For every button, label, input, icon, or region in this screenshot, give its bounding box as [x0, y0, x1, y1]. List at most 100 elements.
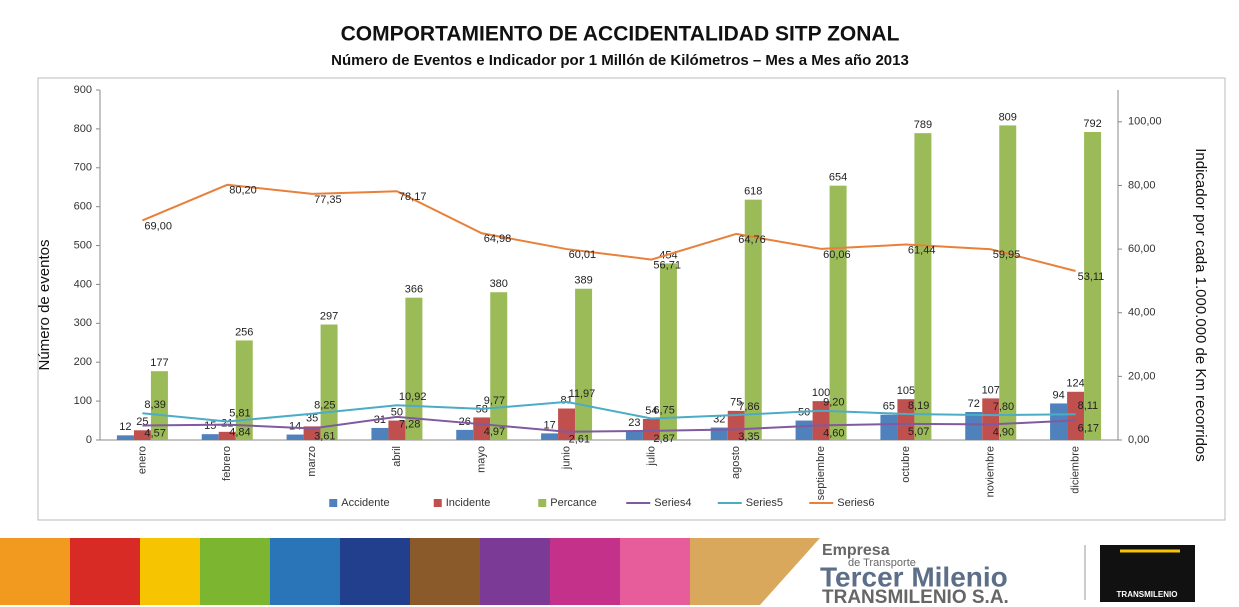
bar — [727, 410, 745, 440]
bar — [490, 292, 508, 440]
chart-frame — [37, 77, 1226, 521]
bar-value-label: 618 — [744, 186, 762, 198]
bar — [388, 420, 406, 440]
line-value-label: 10,92 — [399, 391, 427, 403]
bar-value-label: 17 — [543, 419, 555, 431]
line-value-label: 60,01 — [569, 249, 597, 261]
line-value-label: 3,35 — [738, 431, 759, 443]
line-value-label: 64,76 — [738, 234, 766, 246]
line-value-label: 7,80 — [993, 401, 1014, 413]
x-tick-label: noviembre — [985, 446, 997, 497]
x-tick-label: febrero — [221, 446, 233, 481]
bar-value-label: 72 — [968, 398, 980, 410]
line-value-label: 8,11 — [1078, 400, 1099, 412]
line-value-label: 7,86 — [738, 401, 759, 413]
bar-value-label: 389 — [574, 275, 592, 287]
bar — [999, 125, 1017, 440]
line-value-label: 5,07 — [908, 426, 929, 438]
footer-strip — [0, 538, 820, 605]
x-tick-label: marzo — [306, 446, 318, 477]
logo-text: TRANSMILENIO — [1117, 590, 1178, 599]
legend-label: Percance — [550, 497, 596, 509]
bar — [829, 185, 847, 440]
y-tick-label: 0 — [86, 434, 92, 446]
line-value-label: 9,20 — [823, 397, 844, 409]
bar — [897, 399, 915, 440]
legend-label: Series5 — [746, 497, 783, 509]
y-tick-label: 400 — [74, 278, 92, 290]
company-prefix: Empresa — [822, 542, 890, 559]
legend-swatch — [433, 499, 442, 507]
line-value-label: 11,97 — [569, 388, 596, 400]
bar-value-label: 124 — [1066, 378, 1084, 390]
x-tick-label: diciembre — [1069, 446, 1081, 494]
line-value-label: 53,11 — [1078, 271, 1105, 283]
line — [142, 415, 1076, 433]
y2-tick-label: 100,00 — [1128, 116, 1162, 128]
line-value-label: 2,61 — [569, 434, 590, 446]
line-value-label: 4,60 — [823, 427, 844, 439]
logo — [1100, 545, 1195, 602]
y-tick-label: 300 — [74, 317, 92, 329]
line-value-label: 80,20 — [229, 185, 257, 197]
bar — [880, 414, 898, 440]
bar — [150, 371, 168, 440]
bar — [303, 426, 321, 440]
bar-value-label: 366 — [405, 284, 423, 296]
y-tick-label: 700 — [74, 162, 92, 174]
bar — [218, 431, 236, 440]
bar — [541, 433, 559, 440]
bar — [575, 288, 593, 440]
bar — [405, 297, 423, 440]
line-value-label: 3,61 — [314, 430, 335, 442]
y-tick-label: 100 — [74, 395, 92, 407]
chart-subtitle: Número de Eventos e Indicador por 1 Mill… — [331, 52, 909, 69]
y2-tick-label: 40,00 — [1128, 307, 1156, 319]
line-value-label: 4,90 — [993, 426, 1014, 438]
line — [142, 183, 1076, 272]
line-value-label: 77,35 — [314, 194, 342, 206]
y2-tick-label: 20,00 — [1128, 370, 1156, 382]
x-tick-label: octubre — [900, 446, 912, 483]
line-value-label: 6,75 — [653, 404, 674, 416]
bar-value-label: 789 — [914, 119, 932, 131]
bar — [795, 420, 813, 440]
line-value-label: 4,57 — [144, 427, 165, 439]
bar — [982, 398, 1000, 440]
bar-value-label: 177 — [150, 357, 168, 369]
line-value-label: 5,81 — [229, 407, 250, 419]
company-sub: de Transporte — [848, 557, 916, 569]
y-tick-label: 900 — [74, 84, 92, 96]
legend-label: Accidente — [341, 497, 389, 509]
bar — [642, 419, 660, 440]
line-value-label: 8,19 — [908, 400, 929, 412]
legend-label: Incidente — [446, 497, 491, 509]
legend-label: Series4 — [654, 497, 691, 509]
x-tick-label: enero — [136, 446, 148, 474]
bar — [744, 199, 762, 440]
line-value-label: 59,95 — [993, 249, 1021, 261]
line-value-label: 56,71 — [653, 259, 681, 271]
bar-value-label: 107 — [982, 384, 1000, 396]
bar — [965, 412, 983, 440]
x-tick-label: junio — [560, 446, 572, 470]
bar — [625, 431, 643, 440]
bar-value-label: 792 — [1083, 118, 1101, 130]
bar-value-label: 380 — [490, 278, 508, 290]
bar — [456, 429, 474, 440]
company-name: Tercer Milenio — [820, 561, 1008, 592]
company-legal: TRANSMILENIO S.A. — [822, 587, 1009, 607]
line-value-label: 6,17 — [1078, 422, 1099, 434]
x-tick-label: agosto — [730, 446, 742, 479]
bar-value-label: 100 — [812, 387, 830, 399]
line-value-label: 9,77 — [484, 395, 505, 407]
bar-value-label: 15 — [204, 420, 216, 432]
bar — [371, 427, 389, 440]
bar-value-label: 297 — [320, 310, 338, 322]
bar-value-label: 12 — [119, 421, 131, 433]
bar — [133, 430, 151, 440]
bar-value-label: 654 — [829, 172, 847, 184]
line-value-label: 61,44 — [908, 244, 936, 256]
bar-value-label: 65 — [883, 401, 895, 413]
